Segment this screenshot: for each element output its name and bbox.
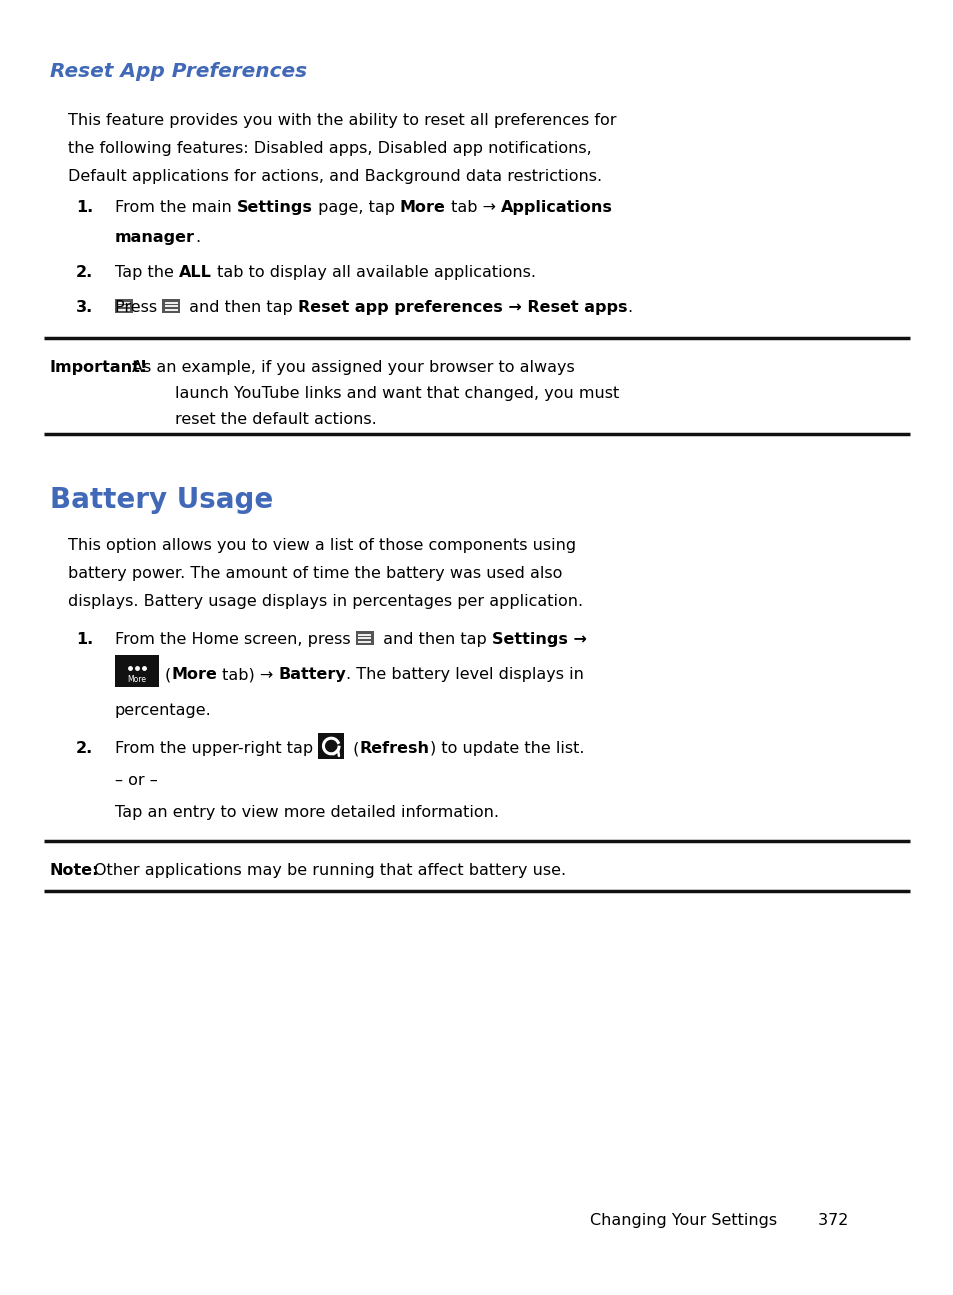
Text: Applications: Applications	[500, 199, 612, 215]
Text: – or –: – or –	[115, 773, 157, 787]
Text: More: More	[172, 667, 217, 682]
Text: manager: manager	[115, 231, 194, 245]
Text: As an example, if you assigned your browser to always: As an example, if you assigned your brow…	[132, 360, 574, 376]
FancyBboxPatch shape	[318, 733, 344, 759]
Text: .: .	[194, 231, 200, 245]
Text: the following features: Disabled apps, Disabled app notifications,: the following features: Disabled apps, D…	[68, 141, 591, 155]
Text: Reset app preferences → Reset apps: Reset app preferences → Reset apps	[297, 300, 627, 315]
Text: Tap an entry to view more detailed information.: Tap an entry to view more detailed infor…	[115, 805, 498, 820]
Text: and then tap: and then tap	[377, 632, 491, 648]
Text: and then tap: and then tap	[184, 300, 297, 315]
Text: Settings: Settings	[236, 199, 313, 215]
Text: Changing Your Settings        372: Changing Your Settings 372	[589, 1213, 847, 1228]
Text: tab →: tab →	[445, 199, 500, 215]
Text: 2.: 2.	[76, 265, 93, 280]
Text: tab to display all available applications.: tab to display all available application…	[212, 265, 536, 280]
Text: Default applications for actions, and Background data restrictions.: Default applications for actions, and Ba…	[68, 170, 601, 184]
Text: (: (	[165, 667, 172, 682]
FancyBboxPatch shape	[355, 631, 374, 645]
Text: 1.: 1.	[76, 199, 93, 215]
FancyBboxPatch shape	[115, 299, 132, 313]
Text: page, tap: page, tap	[313, 199, 399, 215]
Text: ALL: ALL	[179, 265, 212, 280]
Text: This option allows you to view a list of those components using: This option allows you to view a list of…	[68, 537, 576, 553]
Text: displays. Battery usage displays in percentages per application.: displays. Battery usage displays in perc…	[68, 594, 582, 609]
Text: From the main: From the main	[115, 199, 236, 215]
Text: From the upper-right tap: From the upper-right tap	[115, 741, 318, 756]
Text: Battery Usage: Battery Usage	[50, 486, 273, 514]
Text: . The battery level displays in: . The battery level displays in	[346, 667, 583, 682]
Text: Battery: Battery	[278, 667, 346, 682]
Text: Reset App Preferences: Reset App Preferences	[50, 62, 307, 82]
Text: This feature provides you with the ability to reset all preferences for: This feature provides you with the abili…	[68, 113, 616, 128]
Text: reset the default actions.: reset the default actions.	[174, 412, 376, 427]
Text: tab) →: tab) →	[217, 667, 278, 682]
Text: Important!: Important!	[50, 360, 148, 376]
Text: (: (	[348, 741, 359, 756]
Text: percentage.: percentage.	[115, 703, 212, 717]
Text: battery power. The amount of time the battery was used also: battery power. The amount of time the ba…	[68, 566, 561, 581]
Text: 1.: 1.	[76, 632, 93, 648]
Text: ) to update the list.: ) to update the list.	[429, 741, 583, 756]
Text: Other applications may be running that affect battery use.: Other applications may be running that a…	[94, 862, 565, 878]
Text: From the Home screen, press: From the Home screen, press	[115, 632, 355, 648]
Text: More: More	[128, 676, 147, 685]
Text: Refresh: Refresh	[359, 741, 429, 756]
Text: Tap the: Tap the	[115, 265, 179, 280]
Text: launch YouTube links and want that changed, you must: launch YouTube links and want that chang…	[174, 386, 618, 401]
FancyBboxPatch shape	[115, 655, 159, 688]
Text: 3.: 3.	[76, 300, 93, 315]
Text: .: .	[627, 300, 632, 315]
Text: Press: Press	[115, 300, 162, 315]
Text: 2.: 2.	[76, 741, 93, 756]
FancyBboxPatch shape	[162, 299, 180, 313]
Text: Note:: Note:	[50, 862, 99, 878]
Text: More: More	[399, 199, 445, 215]
Text: Settings →: Settings →	[491, 632, 586, 648]
